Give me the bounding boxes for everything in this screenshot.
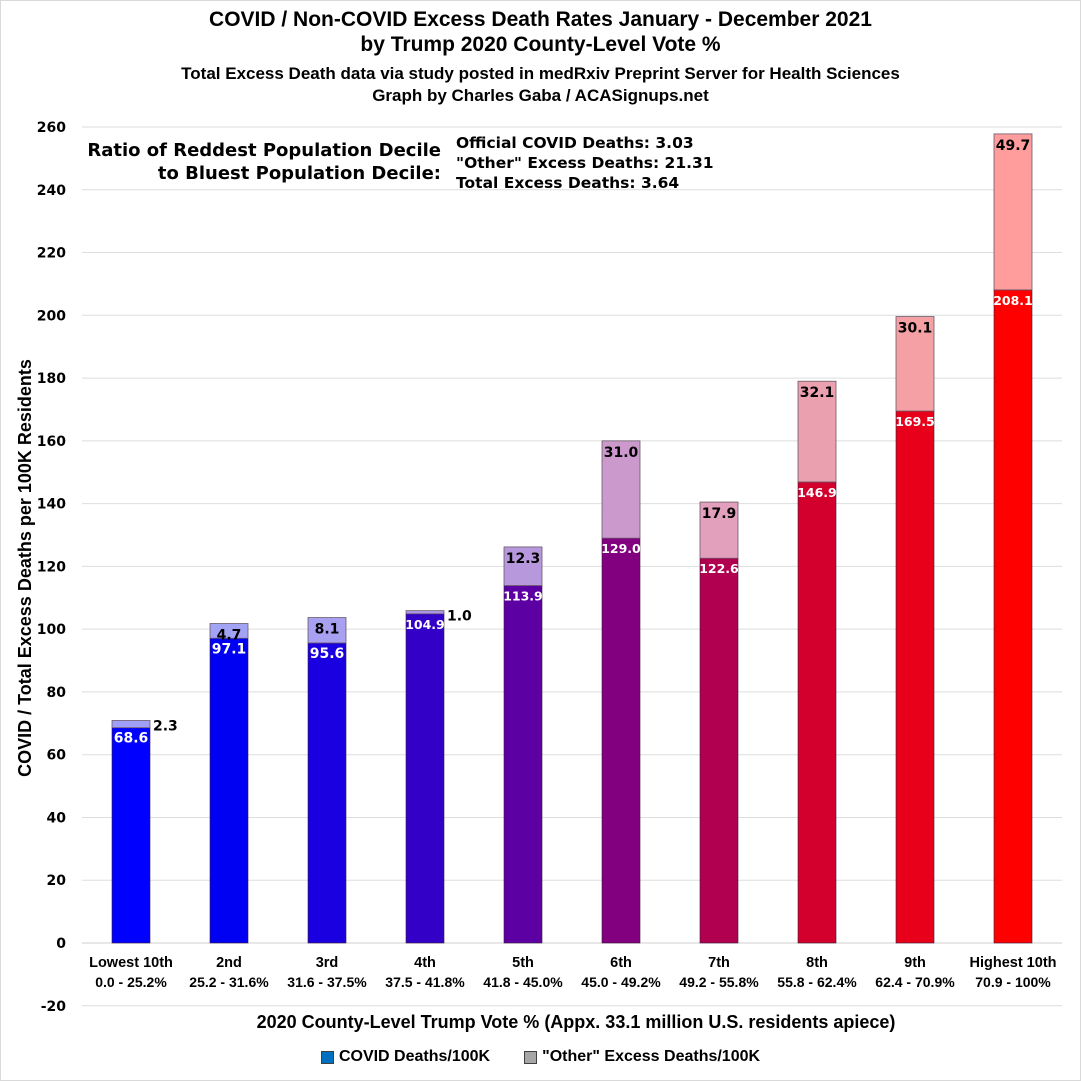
x-tick-label-0: Lowest 10th [89,955,173,971]
chart-subtitle: by Trump 2020 County-Level Vote % [360,33,721,56]
x-tick-label-9: Highest 10th [969,955,1056,971]
y-tick-label-180: 180 [37,371,66,387]
bar-other-8 [895,316,935,412]
bar-covid-7 [797,481,837,944]
bar-other-7 [797,380,837,483]
data-label-other-3: 1.0 [447,609,472,625]
ratio-total: Total Excess Deaths: 3.64 [456,174,680,192]
y-tick-label--20: -20 [41,999,67,1015]
bar-other-1 [209,623,249,639]
bar-other-4 [503,546,543,586]
x-tick-range-1: 25.2 - 31.6% [189,974,269,990]
legend-item-other: "Other" Excess Deaths/100K [524,1048,760,1066]
data-label-other-2: 8.1 [315,622,340,638]
x-tick-label-1: 2nd [216,955,242,971]
bar-covid-9 [993,289,1033,944]
data-label-covid-1: 97.1 [212,641,247,657]
x-tick-label-6: 7th [708,955,730,971]
y-tick-label-140: 140 [37,497,66,513]
y-tick-label-220: 220 [37,246,66,262]
y-tick-label-80: 80 [47,685,67,701]
chart-source-note: Total Excess Death data via study posted… [181,64,900,83]
bar-covid-3 [405,613,445,944]
x-axis-labels: Lowest 10th 0.0 - 25.2% 2nd 25.2 - 31.6% 3rd… [89,955,1056,990]
data-label-covid-3: 104.9 [405,617,445,632]
y-tick-label-120: 120 [37,559,66,575]
ratio-covid: Official COVID Deaths: 3.03 [456,134,694,152]
data-label-other-5: 31.0 [604,445,639,461]
bar-other-6 [699,501,739,559]
y-tick-label-100: 100 [37,622,66,638]
data-label-covid-6: 122.6 [699,561,739,576]
bar-covid-0 [111,727,151,944]
x-tick-range-0: 0.0 - 25.2% [95,974,167,990]
x-axis-label: 2020 County-Level Trump Vote % (Appx. 33… [257,1012,896,1032]
bar-covid-1 [209,637,249,944]
x-tick-range-5: 45.0 - 49.2% [581,974,661,990]
data-label-other-4: 12.3 [506,551,541,567]
y-tick-label-60: 60 [47,748,67,764]
data-label-other-6: 17.9 [702,506,737,522]
x-tick-range-7: 55.8 - 62.4% [777,974,857,990]
data-label-covid-7: 146.9 [797,485,837,500]
ratio-other: "Other" Excess Deaths: 21.31 [456,154,714,172]
x-tick-label-5: 6th [610,955,632,971]
bar-other-3 [405,610,445,615]
data-label-covid-0: 68.6 [114,731,149,747]
data-label-other-1: 4.7 [217,628,242,644]
x-tick-range-6: 49.2 - 55.8% [679,974,759,990]
ratio-heading-line-2: to Bluest Population Decile: [157,163,441,184]
ratio-annotation-values: Official COVID Deaths: 3.03 "Other" Exce… [456,133,714,193]
y-tick-label-200: 200 [37,308,66,324]
data-label-other-8: 30.1 [898,321,933,337]
data-label-covid-9: 208.1 [993,293,1033,308]
y-tick-label-260: 260 [37,120,66,136]
x-tick-range-3: 37.5 - 41.8% [385,974,465,990]
bars: 68.62.3 97.14.7 95.6 8.1 104.9 1.0 113.9 12.3 12… [111,133,1033,944]
legend-swatch-other [524,1050,538,1064]
ratio-annotation-heading: Ratio of Reddest Population Decile to Bl… [87,139,441,185]
data-label-other-9: 49.7 [996,138,1031,154]
y-tick-label-0: 0 [56,936,66,952]
x-tick-range-8: 62.4 - 70.9% [875,974,955,990]
bar-other-2 [307,617,347,644]
bar-covid-2 [307,642,347,944]
x-tick-range-4: 41.8 - 45.0% [483,974,563,990]
legend-item-covid: COVID Deaths/100K [320,1048,491,1066]
y-axis-ticks: -20 0 20 40 60 80 100 120 140 160 180 200 220 240 260 [37,120,66,1015]
data-label-covid-2: 95.6 [310,646,345,662]
data-label-covid-5: 129.0 [601,541,641,556]
y-tick-label-160: 160 [37,434,66,450]
data-label-other-7: 32.1 [800,385,835,401]
x-tick-label-8: 9th [904,955,926,971]
x-tick-label-7: 8th [806,955,828,971]
bar-other-5 [601,440,641,539]
legend: COVID Deaths/100K "Other" Excess Deaths/… [0,1048,1081,1066]
bar-covid-5 [601,537,641,944]
data-label-other-0: 2.3 [153,718,178,734]
legend-label-other: "Other" Excess Deaths/100K [542,1048,761,1065]
x-tick-label-4: 5th [512,955,534,971]
data-label-covid-8: 169.5 [895,414,935,429]
x-tick-label-3: 4th [414,955,436,971]
y-tick-label-240: 240 [37,183,66,199]
bar-covid-8 [895,410,935,944]
legend-label-covid: COVID Deaths/100K [338,1048,491,1065]
chart-title: COVID / Non-COVID Excess Death Rates Jan… [209,8,872,31]
y-tick-label-40: 40 [47,810,67,826]
bar-covid-4 [503,585,543,944]
bar-covid-6 [699,557,739,944]
data-label-covid-4: 113.9 [503,589,543,604]
chart-credit: Graph by Charles Gaba / ACASignups.net [372,86,709,105]
y-tick-label-20: 20 [47,873,67,889]
x-tick-range-2: 31.6 - 37.5% [287,974,367,990]
x-tick-range-9: 70.9 - 100% [975,974,1051,990]
y-axis-label: COVID / Total Excess Deaths per 100K Res… [15,359,35,777]
bar-other-0 [111,720,151,729]
bar-other-9 [993,133,1033,291]
ratio-heading-line-1: Ratio of Reddest Population Decile [87,140,441,161]
legend-swatch-covid [320,1050,334,1064]
x-tick-label-2: 3rd [316,955,339,971]
